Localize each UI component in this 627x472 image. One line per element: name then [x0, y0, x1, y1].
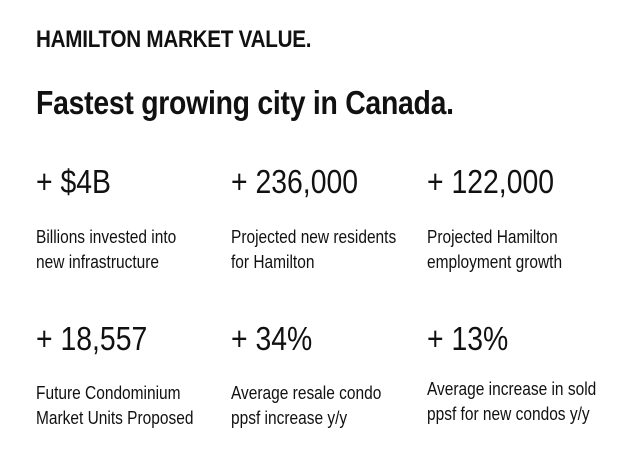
stat-description: Average resale condo ppsf increase y/y [231, 383, 382, 428]
stat-description: Future Condominium Market Units Proposed [36, 383, 194, 428]
stat-description: Projected Hamilton employment growth [427, 227, 563, 272]
stat-value: + 34% [231, 320, 313, 357]
page-title: Fastest growing city in Canada. [36, 84, 454, 121]
stat-value: + 236,000 [231, 163, 359, 200]
stat-value: + 13% [427, 320, 509, 357]
stat-description: Projected new residents for Hamilton [231, 227, 397, 272]
stat-description: Average increase in sold ppsf for new co… [427, 379, 597, 424]
stat-value: + $4B [36, 163, 111, 200]
stat-value: + 122,000 [427, 163, 555, 200]
section-heading: HAMILTON MARKET VALUE. [36, 26, 312, 53]
stat-value: + 18,557 [36, 320, 148, 357]
stat-description: Billions invested into new infrastructur… [36, 227, 177, 272]
